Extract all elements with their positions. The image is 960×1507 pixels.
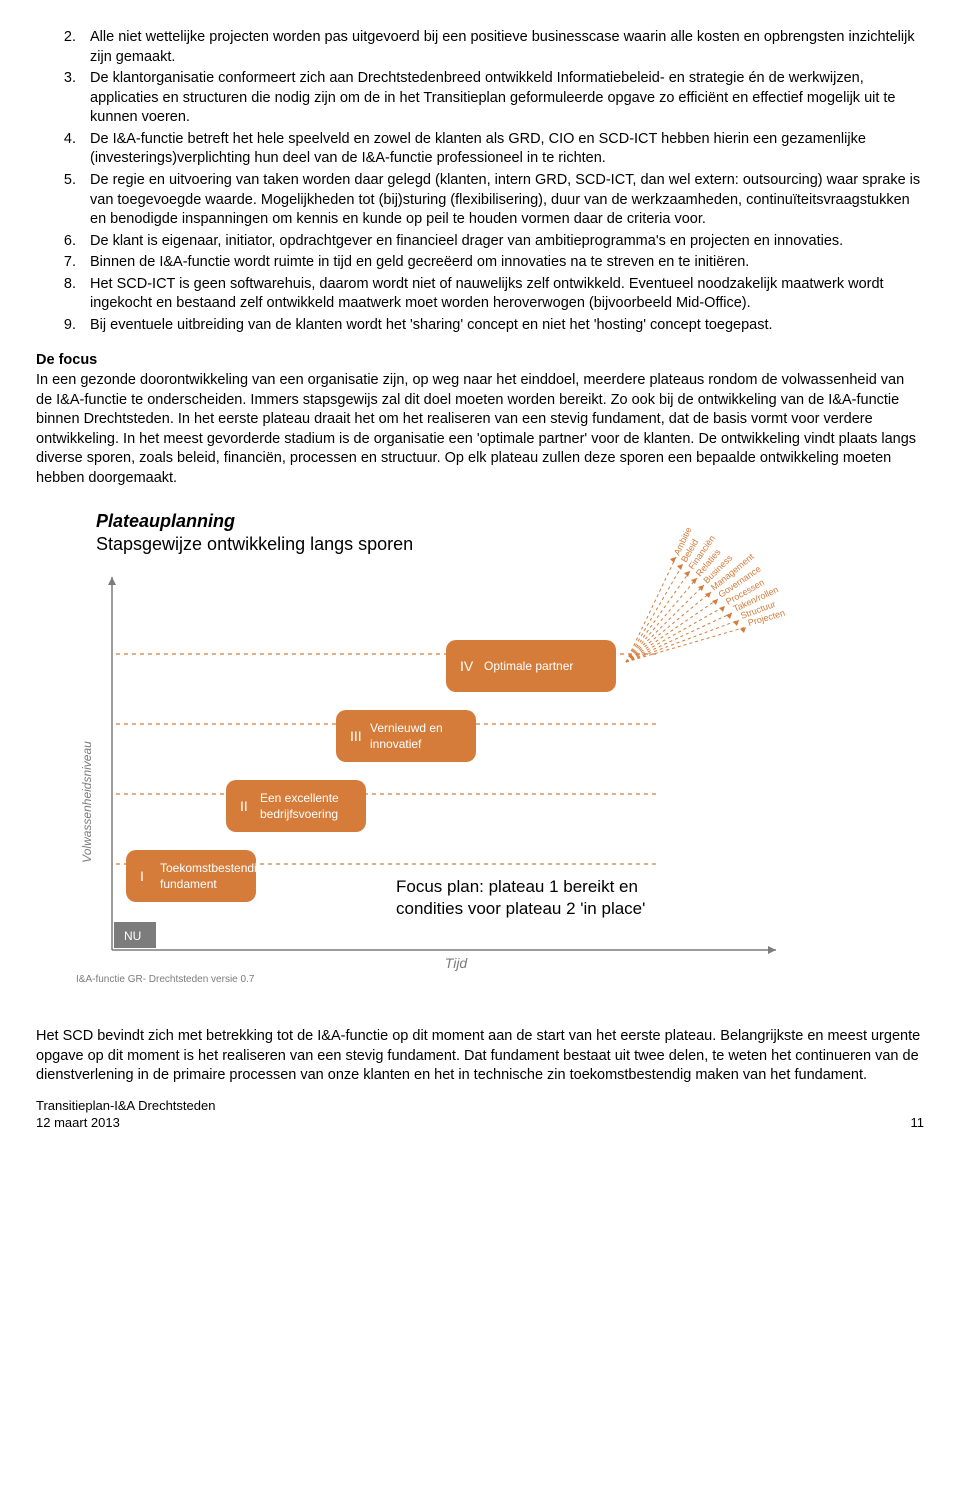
principle-item: De klant is eigenaar, initiator, opdrach… <box>80 232 924 252</box>
principle-item: Alle niet wettelijke projecten worden pa… <box>80 28 924 67</box>
svg-text:III: III <box>350 728 362 744</box>
svg-text:condities voor plateau 2 'in p: condities voor plateau 2 'in place' <box>396 899 645 918</box>
focus-paragraph: In een gezonde doorontwikkeling van een … <box>36 371 924 488</box>
principles-list: Alle niet wettelijke projecten worden pa… <box>36 28 924 335</box>
svg-text:II: II <box>240 798 248 814</box>
principle-item: Het SCD-ICT is geen softwarehuis, daarom… <box>80 275 924 314</box>
footer-doc-title: Transitieplan-I&A Drechtsteden <box>36 1098 215 1113</box>
svg-text:Focus plan: plateau 1 bereikt: Focus plan: plateau 1 bereikt en <box>396 877 638 896</box>
svg-text:bedrijfsvoering: bedrijfsvoering <box>260 807 338 821</box>
footer-page-number: 11 <box>911 1114 925 1132</box>
plateau-diagram: Plateauplanning Stapsgewijze ontwikkeling… <box>36 502 924 1009</box>
svg-text:Vernieuwd en: Vernieuwd en <box>370 721 443 735</box>
svg-text:IV: IV <box>460 658 474 674</box>
principle-item: Bij eventuele uitbreiding van de klanten… <box>80 316 924 336</box>
svg-text:I&A-functie GR- Drechtsteden v: I&A-functie GR- Drechtsteden versie 0.7 <box>76 974 255 985</box>
svg-text:NU: NU <box>124 929 141 943</box>
svg-text:I: I <box>140 868 144 884</box>
svg-text:Volwassenheidsniveau: Volwassenheidsniveau <box>80 741 94 863</box>
svg-text:Plateauplanning: Plateauplanning <box>96 511 235 531</box>
focus-heading: De focus <box>36 351 924 371</box>
svg-text:Tijd: Tijd <box>445 955 469 971</box>
svg-text:Optimale partner: Optimale partner <box>484 659 573 673</box>
principle-item: Binnen de I&A-functie wordt ruimte in ti… <box>80 253 924 273</box>
principle-item: De klantorganisatie conformeert zich aan… <box>80 69 924 128</box>
page-footer: Transitieplan-I&A Drechtsteden 12 maart … <box>36 1098 924 1132</box>
svg-text:fundament: fundament <box>160 877 217 891</box>
svg-text:Een excellente: Een excellente <box>260 791 339 805</box>
footer-date: 12 maart 2013 <box>36 1115 120 1130</box>
svg-text:Toekomstbestendig: Toekomstbestendig <box>160 861 263 875</box>
closing-paragraph: Het SCD bevindt zich met betrekking tot … <box>36 1027 924 1086</box>
svg-text:innovatief: innovatief <box>370 737 422 751</box>
svg-text:Stapsgewijze ontwikkeling lang: Stapsgewijze ontwikkeling langs sporen <box>96 534 413 554</box>
principle-item: De I&A-functie betreft het hele speelvel… <box>80 130 924 169</box>
principle-item: De regie en uitvoering van taken worden … <box>80 171 924 230</box>
